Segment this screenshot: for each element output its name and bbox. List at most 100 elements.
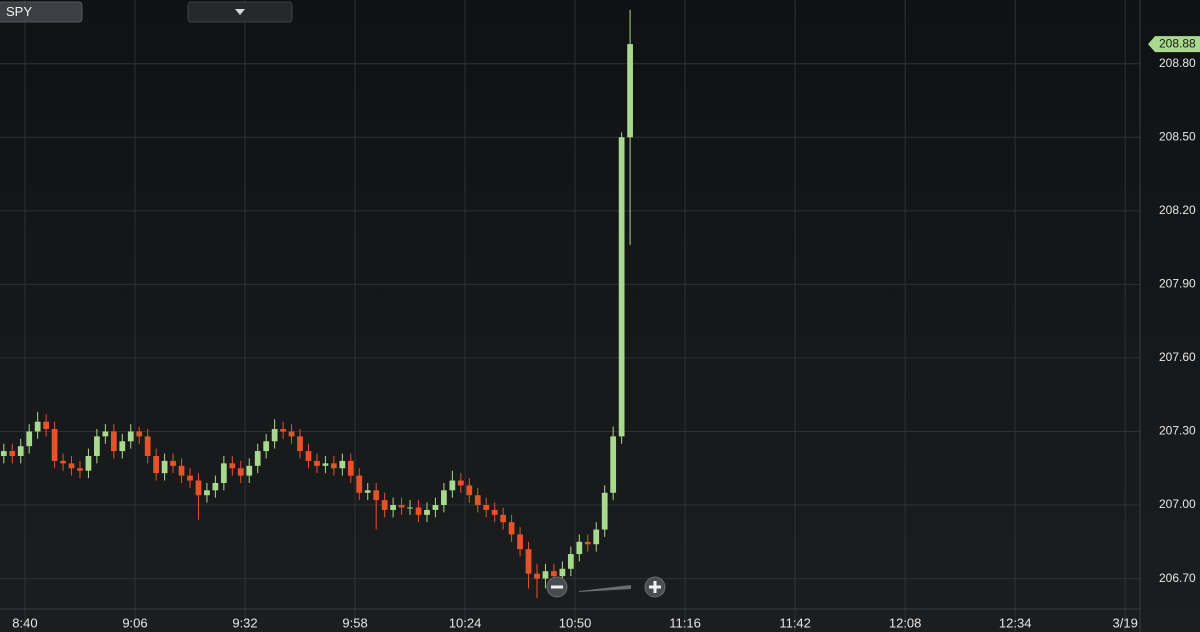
candle-body	[77, 468, 83, 471]
candle-body	[220, 463, 227, 483]
x-tick-label: 9:58	[342, 615, 367, 630]
candle-body	[161, 460, 168, 474]
candle-body	[102, 431, 109, 437]
candle-body	[297, 436, 303, 452]
candle-body	[466, 485, 473, 496]
candle-body	[85, 456, 92, 471]
y-tick-label: 207.00	[1159, 497, 1196, 511]
candle-body	[381, 500, 388, 510]
candle-body	[424, 509, 430, 515]
candle-body	[51, 429, 58, 461]
candle-body	[525, 549, 532, 574]
candle-body	[551, 571, 557, 577]
candle-body	[491, 509, 498, 515]
candle-body	[119, 441, 126, 452]
x-tick-label: 8:40	[12, 615, 37, 630]
candle-body	[339, 460, 346, 469]
x-tick-label: 10:24	[449, 615, 482, 630]
candle-body	[508, 522, 515, 535]
candle-body	[347, 460, 354, 476]
y-tick-label: 207.90	[1159, 277, 1196, 291]
symbol-input[interactable]	[0, 1, 83, 23]
symbol-box[interactable]: SPY	[0, 1, 83, 23]
axis-labels: 206.70 207.00 207.30 207.60 207.90 208.20 208.…	[12, 36, 1200, 630]
x-tick-label: 10:50	[559, 615, 592, 630]
x-tick-label: 11:42	[779, 615, 811, 630]
candle-body	[212, 482, 219, 491]
candle-body	[314, 460, 320, 466]
candle-body	[610, 436, 617, 493]
candle-body	[110, 431, 117, 452]
candle-body	[483, 505, 490, 510]
candle-body	[17, 446, 24, 456]
y-tick-label: 207.60	[1159, 350, 1196, 364]
y-tick-label: 208.20	[1159, 203, 1196, 217]
candle-body	[34, 421, 41, 432]
candle-body	[390, 505, 396, 510]
candle-body	[441, 490, 447, 506]
candle-body	[288, 431, 295, 437]
candle-body	[534, 573, 540, 579]
minus-icon	[551, 585, 563, 589]
candle-body	[584, 541, 591, 545]
candle-body	[500, 514, 507, 523]
candle-body	[195, 480, 202, 496]
candle-body	[178, 465, 185, 476]
candle-body	[330, 463, 337, 469]
candle-body	[415, 507, 422, 515]
candle-body	[229, 463, 236, 469]
candle-body	[356, 475, 363, 493]
candle-body	[542, 571, 549, 579]
x-tick-label: 11:16	[669, 615, 701, 630]
candle-body	[0, 451, 7, 456]
x-tick-label: 12:34	[999, 615, 1032, 630]
y-tick-label: 206.70	[1159, 571, 1196, 585]
candle-body	[364, 490, 371, 493]
y-tick-label: 207.30	[1159, 424, 1196, 438]
dropdown[interactable]	[187, 1, 293, 23]
candle-body	[144, 436, 151, 456]
x-tick-label: 9:32	[232, 615, 257, 630]
plus-icon	[653, 581, 657, 593]
x-tick-label: 12:08	[889, 615, 922, 630]
candle-body	[576, 541, 583, 555]
y-tick-label: 208.50	[1159, 129, 1196, 143]
candle-body	[627, 44, 633, 138]
candle-body	[618, 137, 625, 437]
candle-body	[43, 421, 50, 430]
candle-body	[593, 529, 600, 545]
candle-body	[68, 463, 75, 469]
candle-body	[94, 436, 100, 456]
candle-body	[254, 451, 261, 466]
candle-body	[373, 490, 380, 501]
candle-body	[136, 431, 143, 437]
candles	[0, 9, 633, 599]
zoom-slider[interactable]	[579, 585, 631, 592]
candle-body	[559, 568, 566, 577]
candle-body	[457, 480, 464, 486]
candle-body	[322, 463, 329, 466]
symbol-text: SPY	[6, 4, 32, 19]
candle-body	[271, 429, 278, 442]
candle-body	[187, 475, 193, 481]
candle-body	[407, 507, 413, 509]
grid	[0, 0, 1140, 632]
candle-body	[567, 554, 574, 569]
candle-body	[517, 534, 523, 550]
candle-body	[398, 505, 405, 508]
zoom-controls	[546, 576, 666, 598]
y-tick-label: 208.80	[1159, 56, 1196, 70]
candle-body	[263, 441, 270, 452]
candle-body	[601, 492, 608, 530]
dropdown-arrow	[235, 9, 245, 15]
candle-body	[127, 431, 134, 442]
candle-body	[26, 431, 33, 447]
candle-body	[449, 480, 456, 491]
candle-body	[204, 490, 210, 496]
last-price-tag	[1148, 36, 1200, 53]
candle-body	[280, 429, 286, 432]
candle-body	[305, 451, 312, 461]
